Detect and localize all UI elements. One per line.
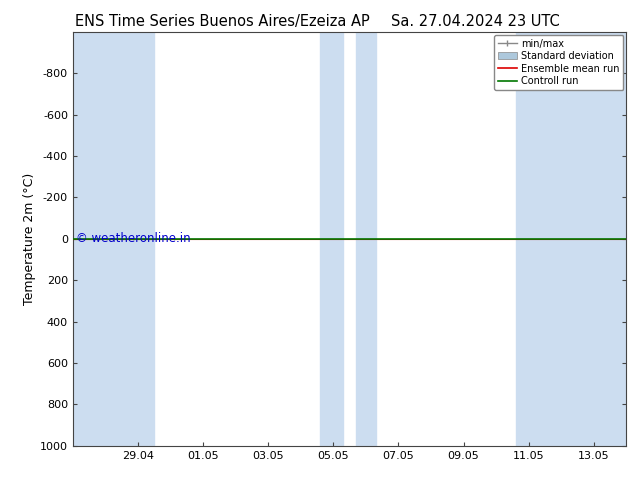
Text: ENS Time Series Buenos Aires/Ezeiza AP: ENS Time Series Buenos Aires/Ezeiza AP <box>75 14 369 29</box>
Bar <box>320 32 343 446</box>
Bar <box>356 32 376 446</box>
Text: Sa. 27.04.2024 23 UTC: Sa. 27.04.2024 23 UTC <box>391 14 560 29</box>
Bar <box>515 32 626 446</box>
Legend: min/max, Standard deviation, Ensemble mean run, Controll run: min/max, Standard deviation, Ensemble me… <box>494 35 623 90</box>
Text: © weatheronline.in: © weatheronline.in <box>75 232 190 245</box>
Bar <box>73 32 154 446</box>
Y-axis label: Temperature 2m (°C): Temperature 2m (°C) <box>23 173 36 305</box>
